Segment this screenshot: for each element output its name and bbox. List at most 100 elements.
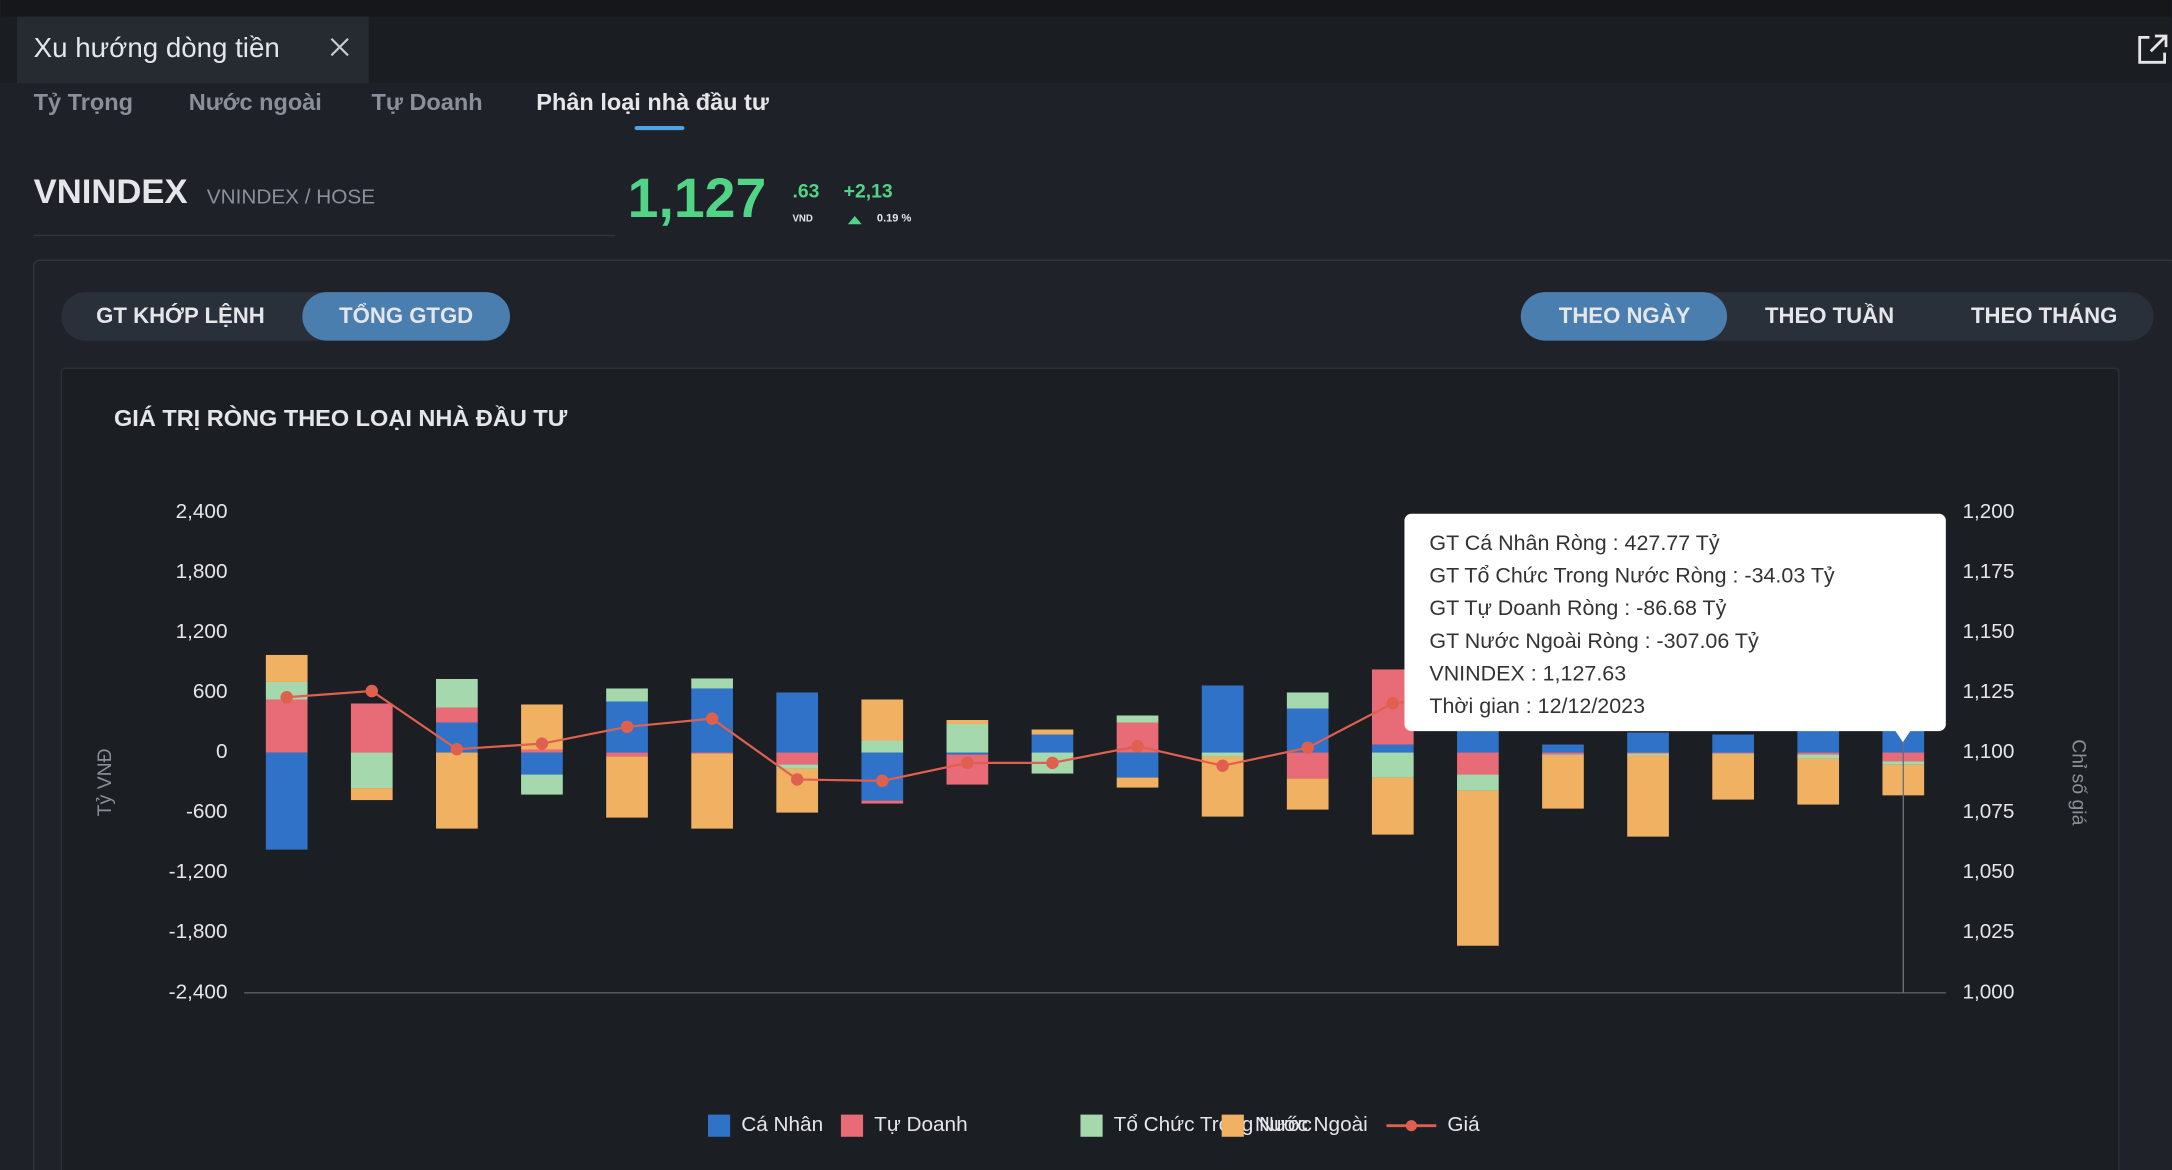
bar-segment <box>436 707 478 723</box>
tooltip-pointer <box>1894 729 1912 743</box>
y2-tick-label: 1,175 <box>1962 560 2014 583</box>
toggle[interactable]: GT KHỚP LỆNH <box>96 303 265 328</box>
bar-segment <box>265 654 308 682</box>
toggle-active[interactable] <box>1520 292 1728 341</box>
toggle[interactable]: TỔNG GTGD <box>339 303 473 328</box>
price-point <box>1131 740 1144 753</box>
bar-segment <box>436 752 478 829</box>
bar-segment <box>1797 752 1840 755</box>
bar-segment <box>691 753 733 829</box>
toggle[interactable]: THEO NGÀY <box>1559 303 1691 328</box>
y-tick-label: 1,200 <box>176 620 228 643</box>
y-tick-label: 0 <box>216 740 228 763</box>
price-decimal: .63 <box>792 181 819 203</box>
price-point <box>620 720 634 734</box>
legend-swatch <box>840 1114 864 1137</box>
toggle-active[interactable] <box>302 292 510 341</box>
bar-segment <box>1542 744 1584 753</box>
bar-segment <box>1797 758 1840 805</box>
bar-segment <box>1797 729 1840 753</box>
y-axis-label: Tỷ VNĐ <box>94 748 116 816</box>
y2-tick-label: 1,150 <box>1962 620 2014 643</box>
tab-indicator <box>634 126 685 131</box>
price-point <box>790 773 804 786</box>
tab-active[interactable]: Phân loại nhà đầu tư <box>536 89 770 115</box>
popout-icon[interactable] <box>2138 34 2168 64</box>
change: +2,13 <box>844 181 893 203</box>
bar-segment <box>1627 732 1669 753</box>
legend-label: Tổ Chức Trong Nước <box>1114 1113 1312 1136</box>
tooltip-line: VNINDEX : 1,127.63 <box>1429 662 1626 686</box>
price-point <box>365 684 379 698</box>
bar-segment <box>1712 754 1754 800</box>
panel-title: Xu hướng dòng tiền <box>34 32 280 63</box>
legend-swatch <box>1080 1114 1103 1137</box>
bar-segment <box>946 724 989 753</box>
bar-segment <box>1457 730 1499 753</box>
price-point <box>705 712 719 725</box>
bar-segment <box>1286 778 1329 810</box>
tab[interactable]: Tỷ Trọng <box>34 89 133 115</box>
y2-tick-label: 1,200 <box>1962 500 2014 523</box>
bar-segment <box>861 699 904 741</box>
bar-segment <box>1116 777 1159 788</box>
price-point <box>535 737 549 750</box>
bar-segment <box>606 752 648 757</box>
title-tab[interactable] <box>17 16 369 84</box>
tooltip: GT Cá Nhân Ròng : 427.77 Tỷ GT Tổ Chức Tr… <box>1404 513 1946 743</box>
price-point <box>280 691 293 704</box>
bar-segment <box>1542 754 1584 756</box>
tooltip-line: GT Nước Ngoài Ròng : -307.06 Tỷ <box>1429 629 1759 653</box>
y2-axis-label: Chỉ số giá <box>2067 739 2089 825</box>
close-icon[interactable] <box>330 37 349 57</box>
tooltip-line: GT Tổ Chức Trong Nước Ròng : -34.03 Tỷ <box>1429 564 1835 588</box>
up-arrow <box>847 216 862 225</box>
bar-segment <box>1031 729 1074 735</box>
legend-label: Nước Ngoài <box>1255 1113 1368 1136</box>
price: 1,127 <box>628 167 767 229</box>
bar-segment <box>436 678 478 708</box>
legend-label: Giá <box>1447 1113 1480 1136</box>
y2-tick-label: 1,050 <box>1962 860 2014 883</box>
tooltip-line: GT Tự Doanh Ròng : -86.68 Tỷ <box>1429 596 1726 620</box>
bar-segment <box>776 764 819 769</box>
bar-segment <box>521 749 563 753</box>
bar-segment <box>776 692 819 753</box>
toggle[interactable]: THEO THÁNG <box>1971 303 2117 328</box>
bar-segment <box>861 800 904 804</box>
tooltip-line: Thời gian : 12/12/2023 <box>1429 694 1645 718</box>
bar-segment <box>1286 752 1329 779</box>
tooltip-box <box>1404 513 1946 732</box>
bar-segment <box>1457 752 1499 775</box>
plot <box>265 654 1925 993</box>
bar-segment <box>521 774 563 795</box>
legend-label: Cá Nhân <box>741 1113 823 1136</box>
toggle[interactable]: THEO TUẦN <box>1765 303 1894 328</box>
price-point <box>1386 697 1400 710</box>
legend-swatch <box>708 1114 731 1137</box>
bar-segment <box>1457 790 1499 946</box>
bar-segment <box>350 788 393 801</box>
bar-segment <box>1712 752 1754 754</box>
bar-segment <box>691 678 733 689</box>
bar-segment <box>350 752 393 789</box>
bar-segment <box>946 752 989 755</box>
y2-tick-label: 1,075 <box>1962 800 2014 823</box>
change-pct: 0.19 % <box>877 213 912 225</box>
bar-segment <box>1457 774 1499 791</box>
currency: VND <box>792 213 812 224</box>
y2-tick-label: 1,100 <box>1962 740 2014 763</box>
bar-segment <box>606 688 648 702</box>
price-point <box>876 774 889 788</box>
tab[interactable]: Nước ngoài <box>189 89 322 115</box>
bar-segment <box>1371 752 1414 778</box>
y2-tick-label: 1,000 <box>1962 980 2014 1003</box>
y-tick-label: -1,800 <box>169 920 228 943</box>
tab[interactable]: Tự Doanh <box>372 89 483 115</box>
price-point <box>1301 741 1314 754</box>
tooltip-line: GT Cá Nhân Ròng : 427.77 Tỷ <box>1429 531 1719 555</box>
bar-segment <box>1712 753 1754 755</box>
y-tick-label: 2,400 <box>176 500 228 523</box>
